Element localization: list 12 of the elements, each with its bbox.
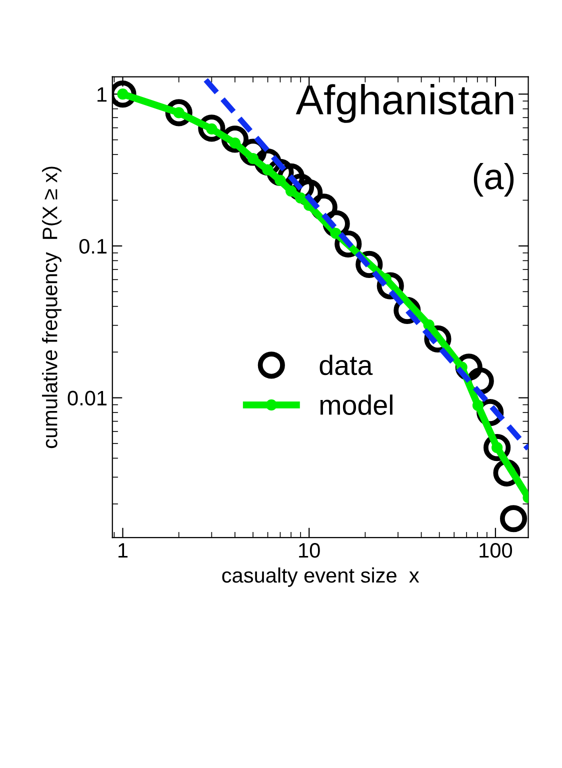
legend-label: model (320, 394, 392, 415)
x-tick-label: 1 (118, 543, 128, 558)
x-tick-label: 10 (299, 543, 320, 558)
x-tick-label: 100 (480, 543, 512, 558)
annotation: Afghanistan (296, 84, 514, 123)
y-tick-label: 0.1 (79, 238, 107, 254)
legend-label: data (320, 354, 373, 376)
annotation: (a) (474, 162, 514, 197)
y-tick-label: 0.01 (68, 390, 107, 406)
x-axis-title: casualty event size x (222, 567, 420, 587)
y-tick-label: 1 (98, 87, 107, 102)
y-axis-title: cumulative frequency P(X ≥ x) (42, 166, 62, 448)
